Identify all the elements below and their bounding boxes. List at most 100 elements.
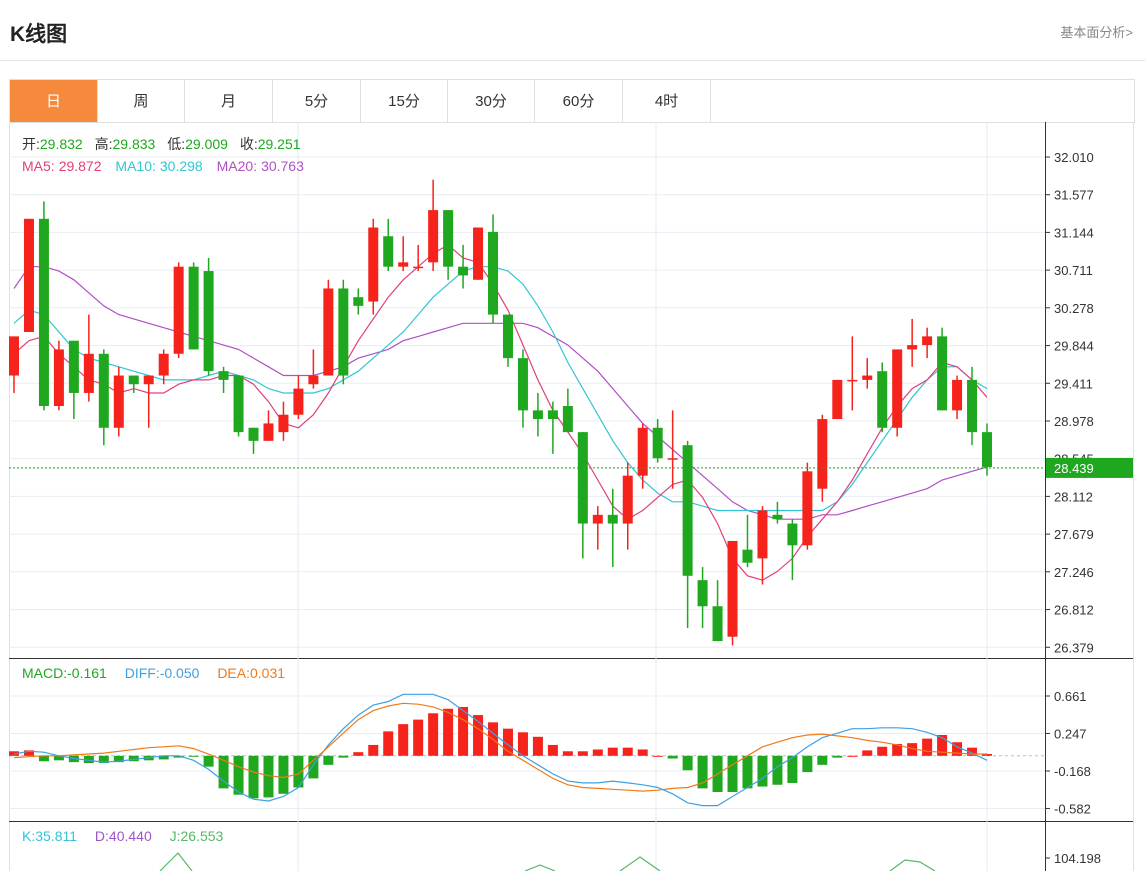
- j-line: [159, 852, 193, 871]
- macd-bar: [532, 736, 543, 756]
- candle-body: [23, 218, 34, 333]
- tab-5min[interactable]: 5分: [273, 80, 361, 123]
- candle-body: [248, 427, 259, 441]
- macd-value: -0.161: [67, 665, 107, 681]
- tab-month[interactable]: 月: [185, 80, 273, 123]
- candle: [562, 388, 573, 433]
- ytick-label: 26.379: [1054, 640, 1094, 655]
- candle-body: [188, 266, 199, 350]
- tab-15min[interactable]: 15分: [361, 80, 448, 123]
- ma5-value: 29.872: [59, 158, 102, 174]
- candle-body: [967, 379, 978, 433]
- tab-week[interactable]: 周: [98, 80, 185, 123]
- candle: [458, 244, 469, 289]
- candle: [113, 366, 124, 437]
- candle-body: [712, 606, 723, 642]
- j-line: [889, 859, 936, 871]
- macd-bar: [158, 755, 169, 760]
- candle: [398, 236, 409, 272]
- kdj-info: K:35.811 D:40.440 J:26.553: [22, 828, 224, 844]
- candle: [413, 244, 424, 272]
- dea-line: [13, 702, 987, 792]
- macd-bar: [98, 755, 109, 764]
- candle-body: [697, 580, 708, 607]
- ytick-label: 26.812: [1054, 603, 1094, 618]
- candle-body: [173, 266, 184, 354]
- macd-bar: [922, 738, 933, 756]
- candle-body: [158, 353, 169, 376]
- candle-body: [9, 336, 19, 376]
- candle: [922, 327, 933, 359]
- macd-panel: [9, 693, 1045, 809]
- ytick-label: 28.112: [1054, 489, 1093, 504]
- open-label: 开:: [22, 136, 40, 152]
- macd-bar: [727, 755, 738, 792]
- ytick-label: 28.978: [1054, 414, 1094, 429]
- macd-bar: [188, 755, 199, 757]
- candle: [443, 210, 454, 280]
- candle: [952, 375, 963, 420]
- macd-bar: [877, 746, 888, 756]
- macd-bar: [757, 755, 768, 787]
- candle: [158, 349, 169, 385]
- candle: [233, 375, 244, 437]
- candle-body: [802, 471, 813, 546]
- macd-bar: [293, 755, 304, 788]
- macd-bar: [278, 755, 289, 794]
- candle-body: [907, 345, 918, 350]
- candle: [667, 410, 678, 489]
- tab-4hour[interactable]: 4时: [623, 80, 711, 123]
- fundamental-analysis-link[interactable]: 基本面分析>: [1060, 25, 1133, 40]
- candle-body: [128, 375, 139, 385]
- ytick-label: 31.577: [1054, 188, 1094, 203]
- macd-bar: [847, 755, 858, 757]
- candle-body: [922, 336, 933, 346]
- ytick-label: 0.247: [1054, 726, 1087, 741]
- candle: [68, 340, 79, 420]
- candle: [517, 349, 528, 428]
- candle: [143, 375, 154, 428]
- ytick-label: 29.844: [1054, 339, 1094, 354]
- candle-body: [458, 266, 469, 276]
- macd-bar: [83, 755, 94, 764]
- candle: [173, 262, 184, 359]
- ma-info: MA5: 29.872 MA10: 30.298 MA20: 30.763: [22, 158, 304, 174]
- candle: [532, 392, 543, 437]
- macd-bar: [562, 751, 573, 756]
- page-header: K线图 基本面分析>: [0, 0, 1145, 61]
- diff-value: -0.050: [160, 665, 200, 681]
- candle-body: [383, 236, 394, 267]
- candle: [53, 340, 64, 411]
- tab-30min[interactable]: 30分: [448, 80, 535, 123]
- candle-body: [622, 475, 633, 524]
- macd-bar: [637, 749, 648, 756]
- candle-body: [368, 227, 379, 302]
- tab-day[interactable]: 日: [10, 80, 98, 123]
- candle: [383, 218, 394, 272]
- high-label: 高:: [95, 136, 113, 152]
- candle: [473, 227, 484, 280]
- macd-bar: [233, 755, 244, 795]
- candle-body: [937, 336, 948, 411]
- macd-bar: [622, 747, 633, 756]
- macd-bar: [577, 751, 588, 756]
- candle: [982, 423, 992, 476]
- tab-60min[interactable]: 60分: [535, 80, 623, 123]
- macd-bar: [817, 755, 828, 765]
- macd-bar: [652, 755, 663, 757]
- macd-bar: [458, 706, 469, 756]
- y-axis-ticks: 32.010 31.577 31.144 30.711 30.278 29.844 29.4…: [1045, 150, 1101, 866]
- macd-bar: [802, 755, 813, 773]
- macd-bar: [368, 744, 379, 756]
- macd-bar: [263, 755, 274, 798]
- macd-bar: [967, 747, 978, 756]
- candle-body: [982, 432, 992, 467]
- macd-bar: [203, 755, 214, 767]
- candle: [502, 314, 513, 367]
- candle-body: [727, 540, 738, 637]
- candle-body: [38, 218, 49, 407]
- macd-bar: [742, 755, 753, 789]
- candle: [218, 366, 229, 393]
- macd-bar: [592, 749, 603, 756]
- candle: [817, 414, 828, 502]
